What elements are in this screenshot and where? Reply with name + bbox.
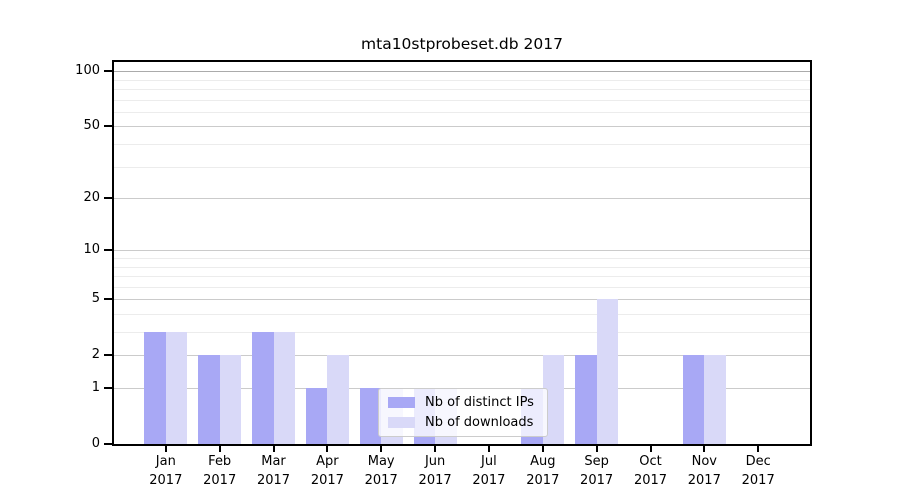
bar-jan-distinct-ips bbox=[144, 332, 166, 444]
bar-feb-downloads bbox=[219, 355, 242, 444]
y-axis-tick-label-50: 50 bbox=[83, 118, 100, 134]
x-axis-tick-label-aug: Aug 2017 bbox=[526, 454, 560, 488]
legend-label-distinct-ips: Nb of distinct IPs bbox=[425, 395, 534, 410]
bar-aug-downloads bbox=[542, 355, 565, 444]
gridline-major-5 bbox=[114, 299, 810, 301]
y-tick-mark-50 bbox=[104, 125, 112, 128]
x-axis-tick-label-mar: Mar 2017 bbox=[256, 454, 291, 488]
chart-title: mta10stprobeset.db 2017 bbox=[361, 35, 563, 53]
gridline-major-2 bbox=[114, 355, 810, 357]
bar-sep-distinct-ips bbox=[575, 355, 597, 444]
legend: Nb of distinct IPs Nb of downloads bbox=[378, 388, 548, 437]
legend-label-downloads: Nb of downloads bbox=[425, 415, 534, 430]
bar-feb-distinct-ips bbox=[198, 355, 220, 444]
y-axis-tick-label-10: 10 bbox=[83, 242, 100, 258]
gridline-minor-40 bbox=[114, 143, 810, 145]
y-tick-mark-0 bbox=[104, 443, 112, 445]
x-tick-mark-sep bbox=[595, 446, 598, 452]
y-axis-tick-label-2: 2 bbox=[91, 347, 100, 363]
x-tick-mark-apr bbox=[326, 446, 329, 452]
bar-apr-distinct-ips bbox=[305, 388, 328, 444]
x-axis-tick-label-apr: Apr 2017 bbox=[310, 454, 344, 488]
x-tick-mark-mar bbox=[272, 446, 275, 452]
gridline-minor-4 bbox=[114, 313, 810, 315]
gridline-minor-6 bbox=[114, 286, 810, 288]
x-tick-mark-jan bbox=[164, 446, 167, 452]
x-axis-tick-label-jul: Jul 2017 bbox=[472, 454, 506, 488]
x-axis-tick-label-dec: Dec 2017 bbox=[741, 454, 775, 488]
bar-may-distinct-ips bbox=[359, 388, 382, 444]
x-tick-mark-jun bbox=[434, 446, 437, 452]
x-tick-mark-oct bbox=[649, 446, 652, 452]
plot-area bbox=[112, 60, 812, 446]
y-tick-mark-10 bbox=[104, 249, 112, 252]
y-tick-mark-5 bbox=[104, 298, 112, 301]
y-axis-tick-label-100: 100 bbox=[75, 63, 100, 79]
y-tick-mark-20 bbox=[104, 197, 112, 199]
gridline-minor-7 bbox=[114, 276, 810, 277]
gridline-minor-60 bbox=[114, 111, 810, 113]
x-axis-tick-label-jan: Jan 2017 bbox=[149, 454, 183, 488]
y-axis-tick-label-5: 5 bbox=[91, 291, 100, 307]
x-axis-tick-label-sep: Sep 2017 bbox=[580, 454, 614, 488]
y-axis-tick-label-0: 0 bbox=[91, 436, 100, 451]
bar-sep-downloads bbox=[596, 299, 619, 444]
bar-jan-downloads bbox=[165, 332, 188, 444]
x-axis-tick-label-nov: Nov 2017 bbox=[687, 454, 721, 488]
gridline-major-20 bbox=[114, 198, 810, 199]
y-tick-mark-1 bbox=[104, 387, 112, 389]
legend-swatch-distinct-ips bbox=[388, 397, 415, 408]
bar-mar-distinct-ips bbox=[252, 332, 274, 444]
x-tick-mark-jul bbox=[487, 446, 490, 452]
gridline-major-100 bbox=[114, 71, 810, 73]
y-tick-mark-2 bbox=[104, 354, 112, 357]
legend-item-downloads: Nb of downloads bbox=[388, 414, 538, 431]
bar-nov-downloads bbox=[704, 355, 726, 444]
x-axis-tick-label-may: May 2017 bbox=[364, 454, 398, 488]
bar-apr-downloads bbox=[327, 355, 349, 444]
x-tick-mark-nov bbox=[703, 446, 706, 452]
gridline-minor-80 bbox=[114, 88, 810, 90]
bar-nov-distinct-ips bbox=[682, 355, 705, 444]
legend-swatch-downloads bbox=[388, 417, 415, 428]
x-tick-mark-may bbox=[380, 446, 383, 452]
x-tick-mark-aug bbox=[541, 446, 544, 452]
gridline-minor-30 bbox=[114, 166, 810, 168]
gridline-minor-70 bbox=[114, 99, 810, 101]
gridline-minor-9 bbox=[114, 257, 810, 259]
gridline-major-10 bbox=[114, 250, 810, 252]
y-axis-tick-label-20: 20 bbox=[83, 190, 100, 205]
gridline-major-50 bbox=[114, 126, 810, 128]
bar-mar-downloads bbox=[273, 332, 295, 444]
y-axis-tick-label-1: 1 bbox=[91, 380, 100, 395]
gridline-minor-90 bbox=[114, 79, 810, 81]
bars-layer bbox=[114, 62, 810, 444]
x-axis-tick-label-jun: Jun 2017 bbox=[418, 454, 452, 488]
x-axis-tick-label-oct: Oct 2017 bbox=[633, 454, 668, 488]
y-tick-mark-100 bbox=[104, 70, 112, 73]
legend-item-distinct-ips: Nb of distinct IPs bbox=[388, 394, 538, 411]
gridline-minor-3 bbox=[114, 332, 810, 333]
gridline-minor-8 bbox=[114, 266, 810, 268]
x-tick-mark-dec bbox=[757, 446, 760, 452]
x-axis-tick-label-feb: Feb 2017 bbox=[203, 454, 237, 488]
x-tick-mark-feb bbox=[218, 446, 221, 452]
